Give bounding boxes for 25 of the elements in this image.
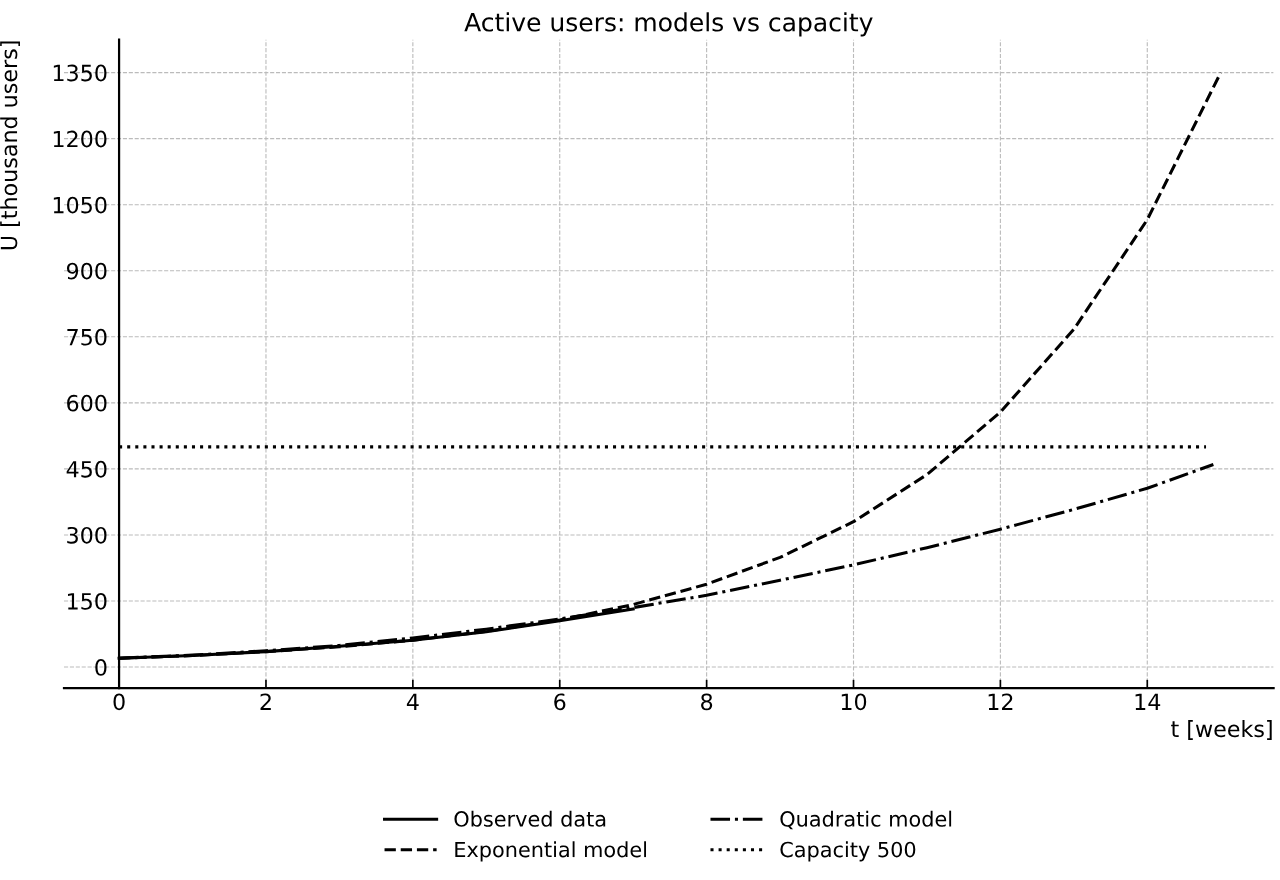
x-tick-label: 4 xyxy=(406,693,419,710)
y-tick-label: 900 xyxy=(66,262,107,280)
y-tick-label: 0 xyxy=(95,658,107,676)
x-tick-label: 8 xyxy=(701,693,713,711)
x-tick-label: 12 xyxy=(988,693,1013,710)
y-tick-label: 1050 xyxy=(53,196,107,214)
y-tick-label: 450 xyxy=(66,460,107,478)
y-axis-title: U [thousand users] xyxy=(0,41,20,250)
legend-label: Observed data xyxy=(454,810,606,827)
x-axis-title: t [weeks] xyxy=(1171,720,1272,740)
y-tick-label: 600 xyxy=(67,394,107,412)
y-tick-label: 750 xyxy=(67,328,107,346)
chart-title: Active users: models vs capacity xyxy=(464,12,873,37)
y-tick-label: 150 xyxy=(68,592,107,610)
legend-label: Quadratic model xyxy=(780,810,952,830)
y-tick-label: 1200 xyxy=(53,130,107,148)
y-tick-label: 1350 xyxy=(53,64,107,82)
x-tick-label: 6 xyxy=(554,693,566,711)
legend-label: Exponential model xyxy=(455,841,647,862)
x-tick-label: 10 xyxy=(841,693,867,711)
x-tick-label: 14 xyxy=(1135,693,1161,710)
x-tick-label: 2 xyxy=(260,693,271,710)
legend-label: Capacity 500 xyxy=(780,841,916,862)
y-tick-label: 300 xyxy=(67,526,107,544)
x-tick-label: 0 xyxy=(113,693,125,711)
